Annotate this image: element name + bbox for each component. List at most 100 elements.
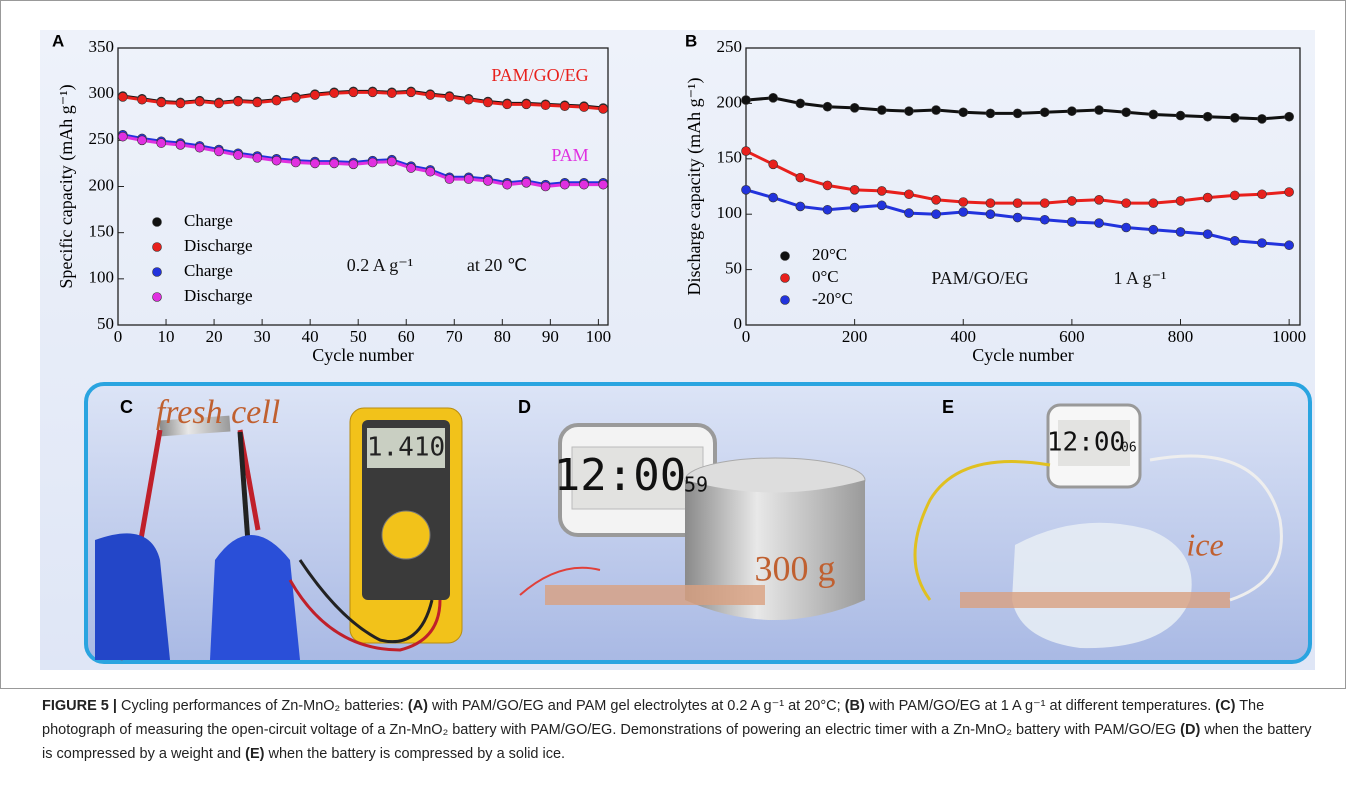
- data-point: [795, 201, 806, 212]
- data-point: [406, 163, 416, 173]
- data-point: [502, 179, 512, 190]
- data-point: [521, 178, 532, 188]
- data-point: [904, 106, 914, 116]
- data-point: [214, 98, 224, 109]
- data-point: [348, 159, 359, 170]
- y-tick-label: 250: [89, 129, 115, 148]
- annotation: 1 A g⁻¹: [1114, 268, 1167, 288]
- data-point: [768, 159, 778, 170]
- legend-label: Charge: [184, 211, 233, 230]
- data-point: [137, 135, 147, 146]
- y-axis-label: Specific capacity (mAh g⁻¹): [56, 84, 77, 288]
- data-point: [849, 185, 860, 195]
- data-point: [1148, 198, 1159, 208]
- data-point: [271, 155, 282, 166]
- data-point: [1012, 198, 1023, 208]
- data-point: [822, 204, 833, 215]
- data-point: [985, 198, 996, 208]
- data-point: [904, 189, 914, 200]
- data-point: [483, 176, 493, 186]
- data-point: [1175, 196, 1186, 206]
- data-point: [1121, 222, 1131, 233]
- caption-text: when the battery is compressed by a soli…: [264, 746, 566, 762]
- data-point: [579, 179, 589, 190]
- data-point: [194, 96, 205, 107]
- caption-text: Cycling performances of Zn-MnO₂ batterie…: [116, 698, 408, 714]
- data-point: [387, 88, 397, 99]
- data-point: [329, 88, 339, 99]
- panel-label: A: [52, 31, 64, 50]
- data-point: [1148, 109, 1159, 120]
- annotation: PAM/GO/EG: [491, 65, 588, 85]
- panel-label: B: [685, 31, 697, 50]
- display-reading: 12:00: [1047, 428, 1125, 458]
- legend-marker: [152, 217, 162, 227]
- data-point: [904, 208, 914, 218]
- data-point: [876, 105, 887, 115]
- caption-text: (B): [844, 698, 865, 714]
- legend-marker: [152, 242, 162, 252]
- data-point: [1012, 108, 1023, 119]
- y-tick-label: 100: [717, 203, 743, 222]
- y-tick-label: 150: [717, 148, 743, 167]
- data-point: [521, 99, 532, 110]
- data-point: [1094, 194, 1104, 205]
- legend-marker: [780, 295, 790, 305]
- y-tick-label: 0: [734, 314, 743, 333]
- timer-display: [571, 446, 704, 510]
- data-point: [795, 98, 806, 109]
- data-point: [741, 95, 751, 105]
- legend-marker: [152, 267, 162, 277]
- wire: [519, 566, 601, 596]
- glove: [95, 533, 170, 660]
- caption: FIGURE 5 | Cycling performances of Zn-Mn…: [42, 694, 1312, 766]
- legend-marker: [780, 251, 790, 261]
- y-tick-label: 350: [89, 37, 115, 56]
- data-point: [310, 90, 320, 100]
- data-point: [156, 97, 167, 108]
- data-point: [1094, 105, 1104, 115]
- y-tick-label: 100: [89, 268, 115, 287]
- data-point: [1012, 212, 1023, 223]
- ice-block: [1012, 522, 1192, 649]
- figure: A 0 10 20 30 40 50 60 70 80 90 100 50 100 150 200 250 300…: [0, 0, 1346, 689]
- x-tick-label: 80: [494, 327, 511, 346]
- x-tick-label: 800: [1168, 327, 1194, 346]
- charts: A 0 10 20 30 40 50 60 70 80 90 100 50 100 150 200 250 300…: [52, 31, 1306, 365]
- caption-text: with PAM/GO/EG at 1 A g⁻¹ at different t…: [864, 698, 1216, 714]
- glove: [210, 535, 300, 660]
- data-point: [741, 146, 751, 156]
- data-point: [958, 107, 969, 118]
- caption-text: (E): [245, 746, 265, 762]
- photo-label: C: [120, 397, 133, 417]
- data-point: [598, 179, 608, 190]
- y-tick-label: 200: [717, 92, 743, 111]
- data-point: [156, 138, 167, 148]
- data-point: [118, 92, 128, 102]
- caption-text: (A): [407, 698, 429, 714]
- data-point: [1039, 214, 1050, 225]
- wire: [1149, 454, 1283, 602]
- battery-strip: [960, 592, 1230, 608]
- data-point: [1257, 238, 1267, 248]
- legend-label: Discharge: [184, 236, 253, 255]
- data-point: [1039, 107, 1050, 118]
- data-point: [1039, 198, 1050, 208]
- x-tick-label: 1000: [1272, 327, 1306, 346]
- legend-label: 0°C: [812, 267, 839, 286]
- y-tick-label: 150: [89, 222, 115, 241]
- data-point: [876, 200, 887, 211]
- x-tick-label: 20: [206, 327, 223, 346]
- legend-marker: [152, 292, 162, 302]
- photo-label: D: [518, 397, 531, 417]
- data-point: [310, 158, 320, 169]
- data-point: [348, 87, 359, 98]
- annotation: PAM/GO/EG: [931, 268, 1028, 288]
- data-point: [540, 100, 551, 111]
- x-tick-label: 40: [302, 327, 319, 346]
- x-axis-label: Cycle number: [312, 345, 413, 365]
- data-point: [425, 90, 436, 100]
- data-point: [194, 142, 205, 153]
- data-point: [1202, 229, 1213, 239]
